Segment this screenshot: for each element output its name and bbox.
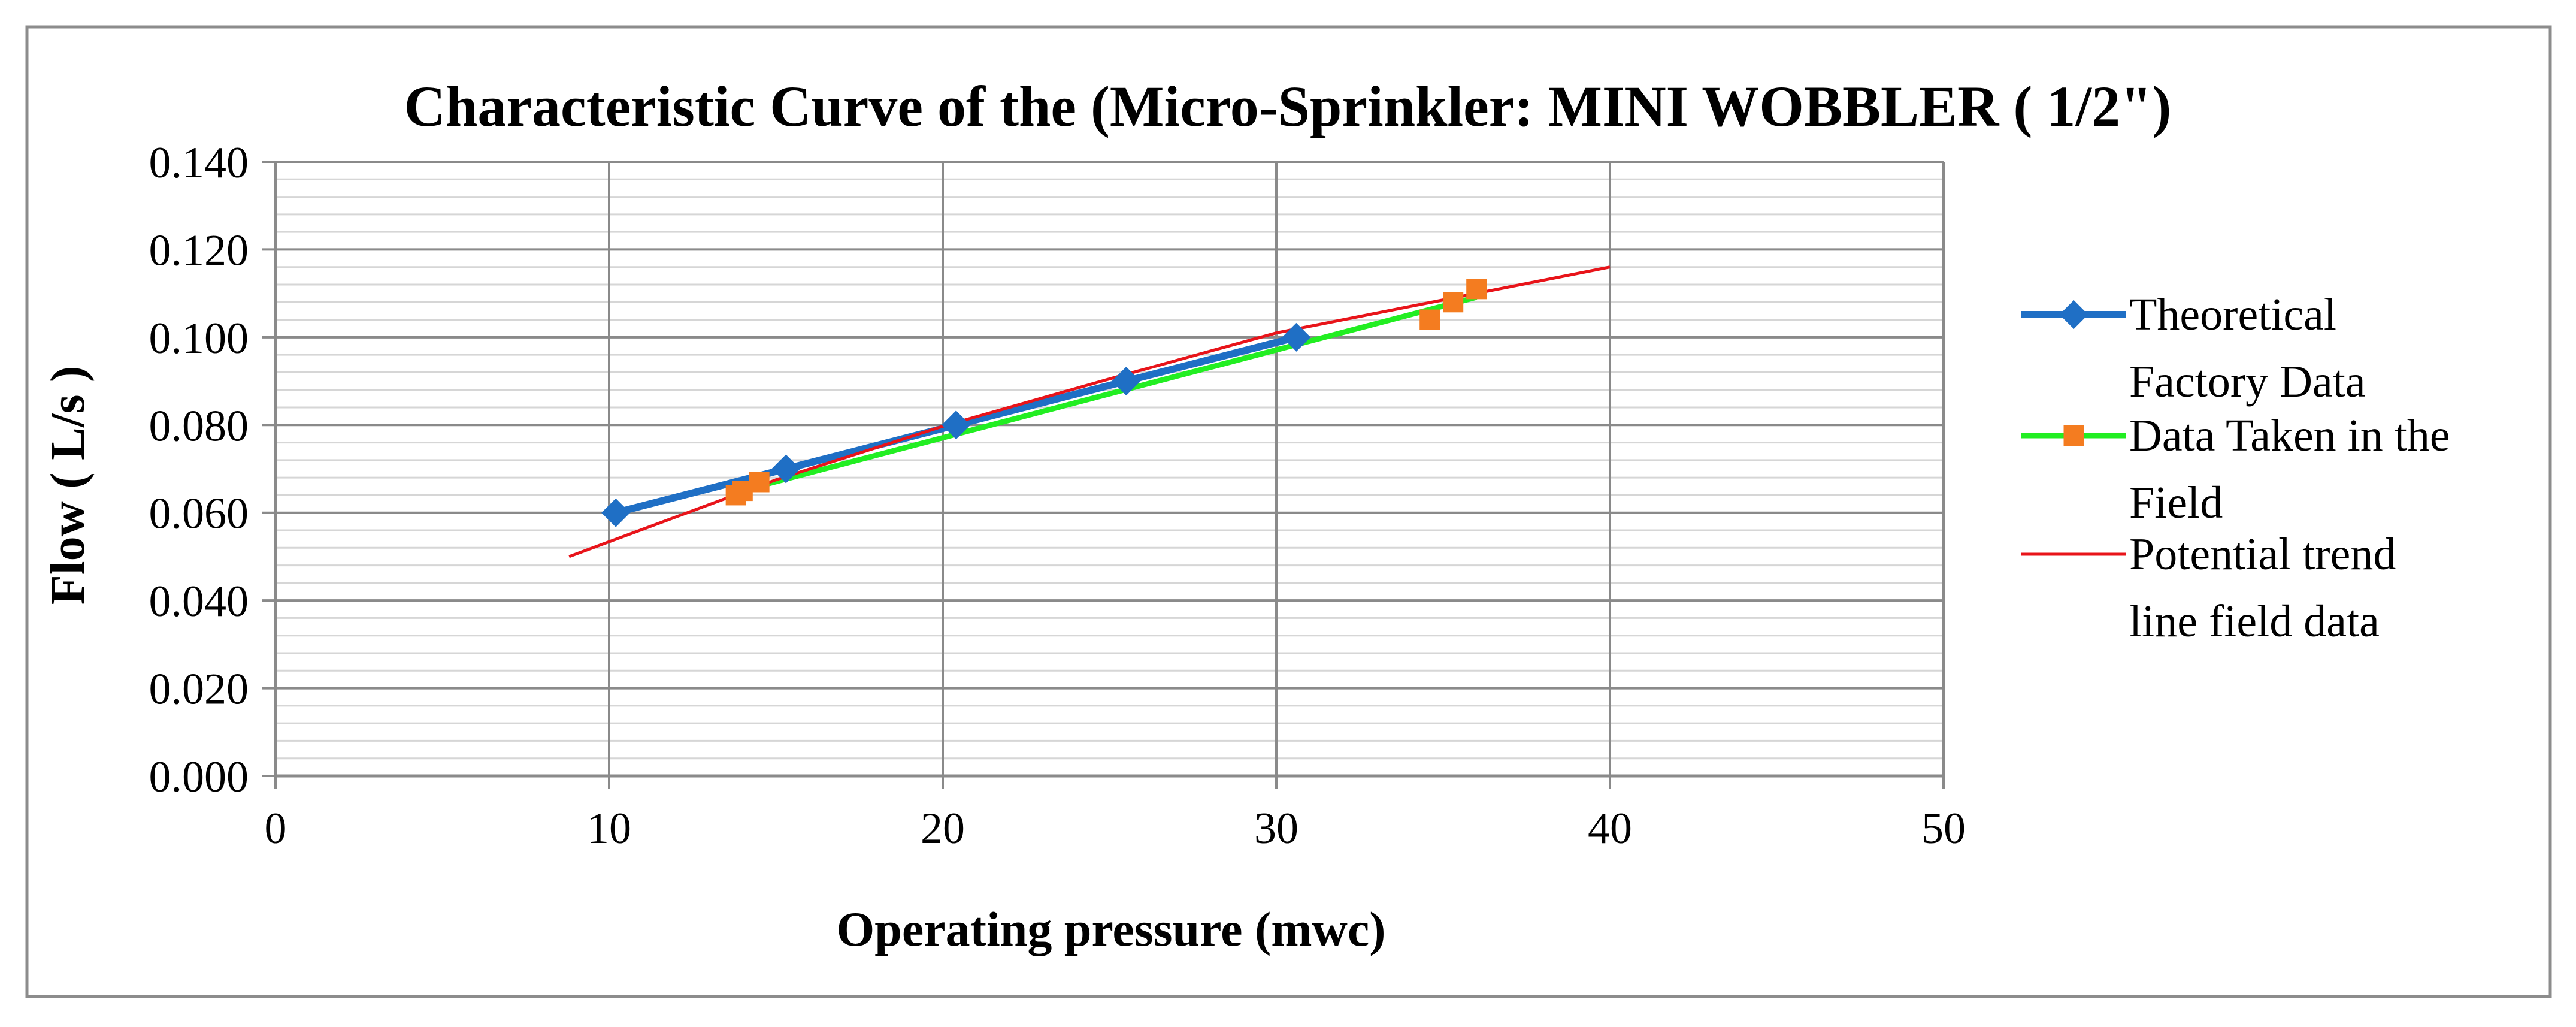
field-data-point xyxy=(1466,279,1487,300)
axis-layer: 0.000 0.020 0.040 0.060 0.080 0.100 0.120 0.140… xyxy=(149,138,1966,853)
legend-theoretical-label: Theoretical xyxy=(2129,289,2336,340)
y-tick-label: 0.120 xyxy=(149,226,249,275)
y-tick-label: 0.060 xyxy=(149,490,249,539)
theoretical-point xyxy=(601,498,631,527)
legend-field-data-label: Field xyxy=(2129,478,2223,528)
theoretical-point xyxy=(942,410,971,440)
y-tick-label: 0.020 xyxy=(149,665,249,714)
series-layer xyxy=(568,265,1611,558)
x-tick-label: 0 xyxy=(265,804,287,853)
y-tick-label: 0.100 xyxy=(149,314,249,363)
legend-theoretical-marker xyxy=(2059,300,2088,329)
legend-trendline-label: line field data xyxy=(2129,596,2380,647)
y-axis-label: Flow ( L/s ) xyxy=(40,366,95,605)
legend-theoretical-label: Factory Data xyxy=(2129,357,2366,407)
theoretical-point xyxy=(1282,322,1311,352)
y-tick-label: 0.040 xyxy=(149,577,249,626)
x-tick-label: 50 xyxy=(1921,804,1966,853)
chart-title: Characteristic Curve of the (Micro-Sprin… xyxy=(404,74,2172,138)
x-axis-label: Operating pressure (mwc) xyxy=(836,902,1385,956)
field-data-point xyxy=(1419,309,1440,330)
x-tick-label: 10 xyxy=(587,804,631,853)
field-data-point xyxy=(749,472,770,493)
theoretical-point xyxy=(771,454,801,484)
legend-field-data-label: Data Taken in the xyxy=(2129,410,2450,461)
field-data-line xyxy=(735,294,1478,495)
theoretical-point xyxy=(1112,367,1141,396)
legend-trendline-label: Potential trend xyxy=(2129,529,2396,579)
x-tick-label: 40 xyxy=(1588,804,1632,853)
field-data-point xyxy=(1443,292,1464,313)
y-tick-label: 0.000 xyxy=(149,753,249,802)
x-tick-label: 30 xyxy=(1254,804,1298,853)
y-tick-label: 0.140 xyxy=(149,138,249,188)
x-tick-label: 20 xyxy=(921,804,965,853)
y-tick-label: 0.080 xyxy=(149,401,249,451)
legend-field-data-marker xyxy=(2063,425,2084,446)
